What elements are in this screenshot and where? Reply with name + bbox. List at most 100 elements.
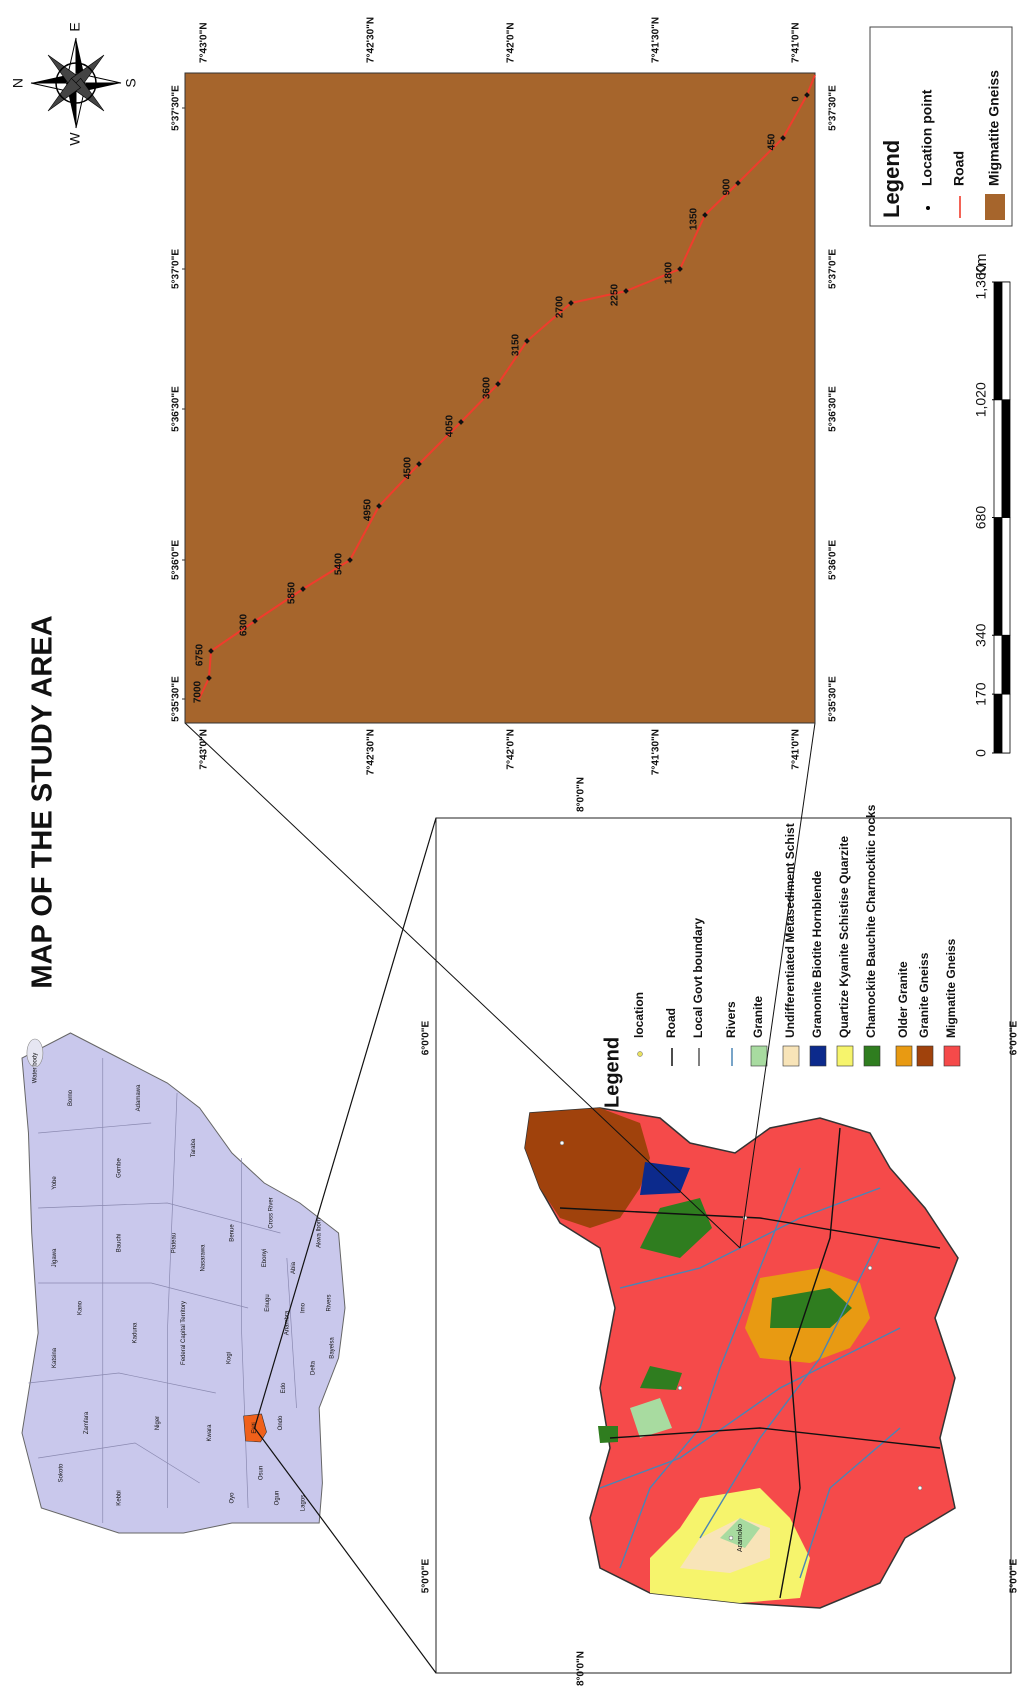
river xyxy=(619,1167,801,1569)
location-label: 2700 xyxy=(555,295,566,318)
location-label: 5400 xyxy=(334,552,345,575)
location-label: 3150 xyxy=(511,333,522,356)
latitude-label: 7°41'30"N xyxy=(651,729,662,775)
latitude-label: 7°43'0"N xyxy=(199,22,210,63)
location-point xyxy=(568,300,574,306)
legend-symbol xyxy=(750,1045,768,1067)
longitude-label: 5°36'30"E xyxy=(171,386,182,432)
state-label: Enugu xyxy=(265,1294,271,1311)
charnockite-area xyxy=(598,1426,618,1443)
state-label: Katsina xyxy=(52,1347,58,1368)
location-point xyxy=(804,92,810,98)
state-label: Bauchi xyxy=(116,1234,122,1252)
location-label: 1350 xyxy=(689,207,700,230)
longitude-label: 5°37'0"E xyxy=(171,249,182,289)
legend-symbol xyxy=(926,206,930,210)
legend-label: Local Govt boundary xyxy=(691,918,705,1038)
scale-segment xyxy=(993,517,1003,636)
scale-segment xyxy=(1001,634,1011,695)
location-label: 3600 xyxy=(482,376,493,399)
scale-label: 340 xyxy=(973,623,989,647)
location-point xyxy=(780,135,786,141)
state-boundary xyxy=(38,1282,249,1309)
latitude-label: 8°0'0"N xyxy=(576,1651,587,1686)
scale-segment xyxy=(1001,693,1011,754)
location-point xyxy=(495,381,501,387)
state-label: Federal Capital Territory xyxy=(181,1301,187,1365)
scale-segment xyxy=(1001,281,1011,401)
state-label: Adamawa xyxy=(136,1084,142,1111)
latitude-label: 7°42'0"N xyxy=(506,22,517,63)
state-label: Akwa Ibom xyxy=(317,1218,323,1248)
legend-label: Rivers xyxy=(724,1001,738,1038)
longitude-label: 5°37'30"E xyxy=(171,85,182,131)
location-point xyxy=(735,180,741,186)
zoom-line xyxy=(253,817,437,1429)
scale-label: 170 xyxy=(973,682,989,706)
longitude-label: 5°37'30"E xyxy=(828,85,839,131)
state-label: Oyo xyxy=(230,1492,236,1504)
charnockite-area xyxy=(640,1366,682,1390)
state-label: Cross River xyxy=(268,1197,274,1228)
river xyxy=(599,1327,901,1489)
river xyxy=(799,1427,901,1579)
location-label: 4050 xyxy=(445,414,456,437)
state-label: Taraba xyxy=(191,1138,197,1157)
state-boundary xyxy=(38,1442,200,1484)
location-label: 4950 xyxy=(363,498,374,521)
location-point xyxy=(702,212,708,218)
figure-title: MAP OF THE STUDY AREA xyxy=(27,615,59,988)
state-label: Kaduna xyxy=(133,1322,139,1343)
legend-title: Legend xyxy=(601,1037,623,1108)
compass-letter: S xyxy=(123,78,139,87)
state-label: Borno xyxy=(68,1089,74,1106)
scale-label: 1,360 xyxy=(973,264,989,299)
longitude-label: 5°36'0"E xyxy=(828,540,839,580)
state-label: Gombe xyxy=(116,1158,122,1178)
legend-label: Older Granite xyxy=(896,961,910,1038)
legend-label: Migmatite Gneiss xyxy=(986,70,1002,186)
scale-segment xyxy=(993,281,1003,401)
state-boundary xyxy=(286,1257,297,1409)
detail-map-area xyxy=(184,72,816,724)
location-point xyxy=(252,618,258,624)
scale-segment xyxy=(993,693,1003,754)
location-point xyxy=(206,675,212,681)
legend-symbol xyxy=(637,1051,643,1057)
state-label: Plateau xyxy=(171,1233,177,1253)
legend-label: Quartize Kyanite Schistise Quarzite xyxy=(837,836,851,1038)
road xyxy=(609,1427,941,1449)
legend-symbol xyxy=(895,1045,913,1067)
state-label: Niger xyxy=(155,1416,161,1430)
location-point xyxy=(623,288,629,294)
scale-label: 0 xyxy=(973,749,989,757)
scale-label: 1,020 xyxy=(973,382,989,417)
location-point xyxy=(677,266,683,272)
location-label: 5850 xyxy=(287,581,298,604)
location-label: 6300 xyxy=(239,613,250,636)
place-label: Aramoko xyxy=(737,1524,744,1552)
location-label: 2250 xyxy=(610,283,621,306)
legend-symbol xyxy=(943,1045,961,1067)
latitude-label: 7°41'0"N xyxy=(791,729,802,770)
latitude-label: 7°42'30"N xyxy=(366,729,377,775)
scale-segment xyxy=(1001,399,1011,518)
latitude-label: 7°43'0"N xyxy=(199,729,210,770)
location-point xyxy=(524,338,530,344)
legend-symbol xyxy=(985,194,1005,220)
state-boundary xyxy=(167,1092,178,1508)
legend-box xyxy=(869,26,1013,227)
legend-label: Migmatite Gneiss xyxy=(944,938,958,1038)
hornblende-area xyxy=(640,1162,690,1195)
legend-label: Road xyxy=(664,1008,678,1038)
location-dot xyxy=(677,1385,683,1391)
state-label: Kwara xyxy=(207,1424,213,1442)
state-label: Ogun xyxy=(275,1491,281,1506)
state-label: Imo xyxy=(301,1302,307,1313)
legend-label: Chamockite Bauchite Charnockitic rocks xyxy=(864,804,878,1038)
location-point xyxy=(300,586,306,592)
state-label: Zamfara xyxy=(84,1411,90,1434)
zoom-line xyxy=(254,1427,437,1674)
location-dot xyxy=(728,1535,734,1541)
location-label: 0 xyxy=(791,96,802,102)
